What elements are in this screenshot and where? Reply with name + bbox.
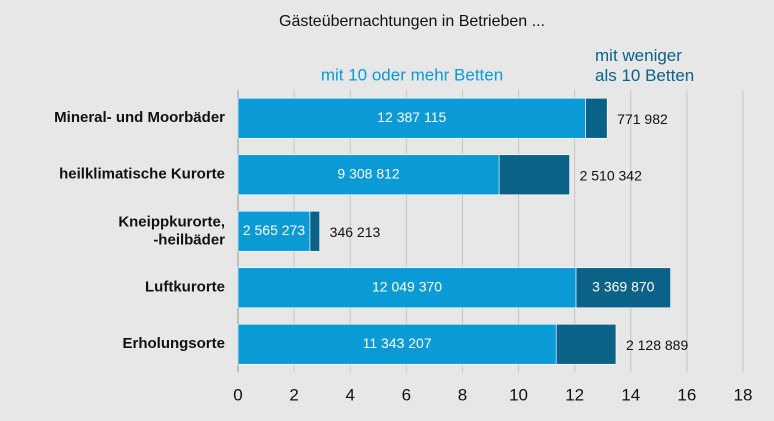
y-tick-label: Erholungsorte [122,335,225,352]
x-tick-label: 12 [565,385,584,404]
x-tick-label: 2 [289,385,298,404]
x-tick-label: 14 [621,385,640,404]
x-tick-label: 6 [402,385,411,404]
bar-segment [237,267,577,309]
value-label: 3 369 870 [592,278,654,294]
value-label: 12 387 115 [377,109,446,125]
x-tick-label: 16 [677,385,696,404]
y-tick-label: heilklimatische Kurorte [59,166,225,183]
bar-segment [575,267,671,309]
x-tick-label: 10 [509,385,528,404]
bar-segment [585,97,608,139]
y-tick-label: Kneippkurorte, -heilbäder [118,213,225,248]
bar-segment [309,210,320,252]
bar-segment [237,154,500,196]
bar-segment [498,154,570,196]
legend-label: mit weniger als 10 Betten [595,46,694,85]
x-tick-label: 8 [458,385,467,404]
value-label: 11 343 207 [363,335,432,351]
x-tick-label: 4 [345,385,354,404]
value-label: 2 510 342 [580,167,642,183]
bar-segment [555,323,617,365]
value-label: 771 982 [617,111,668,127]
x-tick-label: 18 [734,385,753,404]
chart-title: Gästeübernachtungen in Betrieben ... [279,13,545,30]
value-label: 9 308 812 [337,165,399,181]
bar-segment [237,97,586,139]
value-label: 2 128 889 [626,337,688,353]
value-label: 2 565 273 [243,222,305,238]
legend-label: mit 10 oder mehr Betten [321,65,503,84]
y-tick-label: Luftkurorte [145,279,225,296]
value-label: 346 213 [330,224,381,240]
value-label: 12 049 370 [372,278,442,294]
bar-segment [237,210,311,252]
x-tick-label: 0 [233,385,242,404]
bar-segment [237,323,557,365]
y-tick-label: Mineral- und Moorbäder [54,109,225,126]
